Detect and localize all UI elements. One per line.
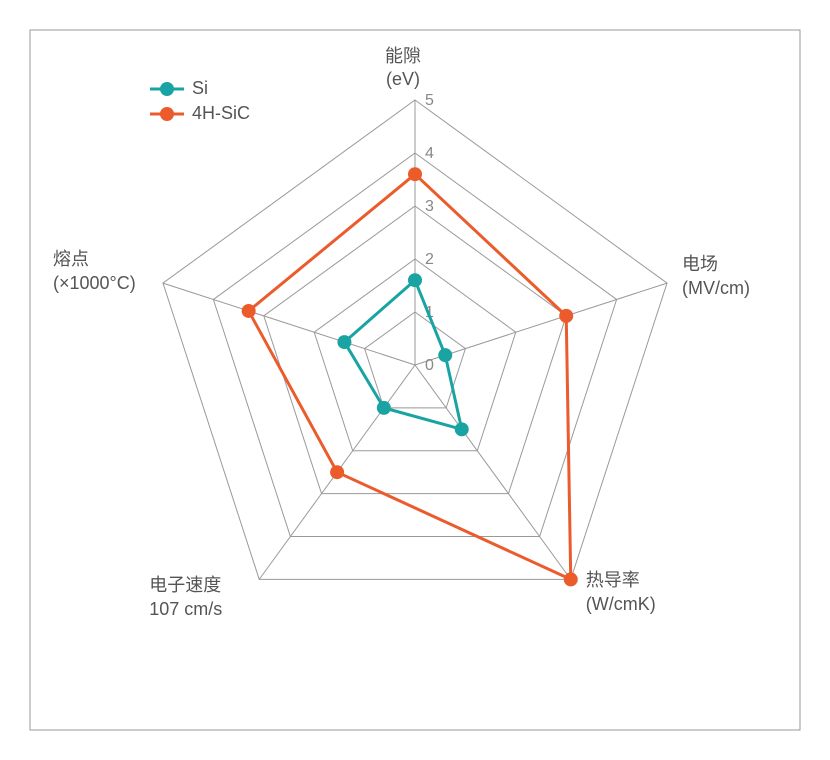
series-marker [559, 309, 573, 323]
axis-label: 能隙(eV) [385, 45, 421, 92]
series-marker [377, 401, 391, 415]
legend-item: Si [150, 78, 250, 99]
legend-label: Si [192, 78, 208, 99]
axis-label: 电场(MV/cm) [682, 253, 750, 300]
axis-label-line2: (eV) [385, 68, 421, 91]
axis-label-line1: 热导率 [586, 569, 656, 592]
axis-label-line1: 能隙 [385, 45, 421, 68]
series-line [249, 174, 571, 579]
radar-chart: 012345能隙(eV)电场(MV/cm)热导率(W/cmK)电子速度107 c… [0, 0, 830, 760]
ring-label: 3 [425, 198, 434, 215]
series-marker [564, 572, 578, 586]
legend-item: 4H-SiC [150, 103, 250, 124]
ring-label: 4 [425, 145, 434, 162]
legend-swatch [150, 106, 184, 122]
axis-label-line2: (×1000°C) [53, 272, 136, 295]
series-marker [330, 465, 344, 479]
axis-label-line2: 107 cm/s [149, 598, 222, 621]
axis-label: 熔点(×1000°C) [53, 248, 136, 295]
axis-label-line1: 电子速度 [149, 574, 222, 597]
series-marker [408, 273, 422, 287]
axis-label-line2: (W/cmK) [586, 593, 656, 616]
axis-label-line1: 熔点 [53, 248, 136, 271]
series-marker [242, 304, 256, 318]
axis-label-line1: 电场 [682, 253, 750, 276]
series-marker [408, 167, 422, 181]
series-marker [337, 335, 351, 349]
legend-label: 4H-SiC [192, 103, 250, 124]
ring-label: 5 [425, 92, 434, 109]
series-marker [455, 422, 469, 436]
ring-label: 2 [425, 251, 434, 268]
ring-label: 0 [425, 357, 434, 374]
legend: Si 4H-SiC [150, 78, 250, 124]
axis-label: 热导率(W/cmK) [586, 569, 656, 616]
legend-swatch [150, 81, 184, 97]
series-marker [438, 348, 452, 362]
axis-label: 电子速度107 cm/s [149, 574, 222, 621]
axis-label-line2: (MV/cm) [682, 277, 750, 300]
radar-chart-svg: 012345 [0, 0, 830, 760]
